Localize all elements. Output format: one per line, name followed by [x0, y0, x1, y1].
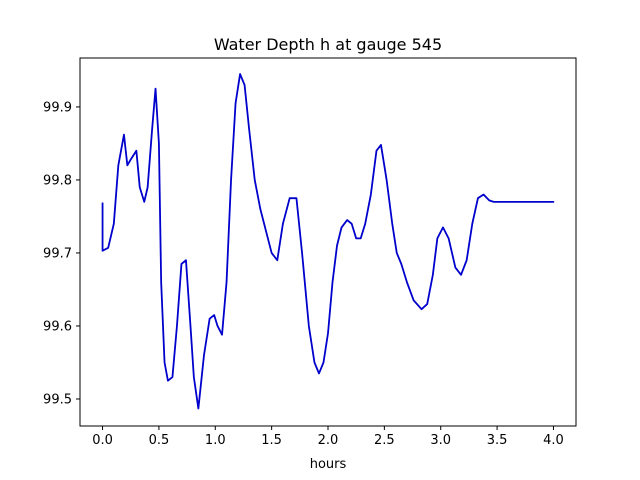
x-tick-label: 0.5 [149, 433, 170, 448]
x-axis-label: hours [310, 457, 347, 472]
x-tick-label: 4.0 [543, 433, 564, 448]
x-tick-label: 0.0 [92, 433, 113, 448]
x-tick-label: 2.0 [318, 433, 339, 448]
y-tick-label: 99.8 [43, 173, 72, 188]
plot-area: 0.0 0.5 1.0 1.5 2.0 2.5 3.0 3.5 4.0 99.5 99.6 99.7 9… [43, 57, 577, 448]
y-tick-label: 99.5 [43, 392, 72, 407]
x-tick-label: 1.5 [261, 433, 282, 448]
y-tick-label: 99.9 [43, 100, 72, 115]
x-tick-label: 2.5 [374, 433, 395, 448]
chart-title: Water Depth h at gauge 545 [214, 35, 442, 54]
x-tick-label: 1.0 [205, 433, 226, 448]
series-line-0 [101, 73, 555, 410]
x-tick-label: 3.5 [487, 433, 508, 448]
x-tick-label: 3.0 [430, 433, 451, 448]
y-tick-label: 99.7 [43, 246, 72, 261]
y-tick-label: 99.6 [43, 319, 72, 334]
